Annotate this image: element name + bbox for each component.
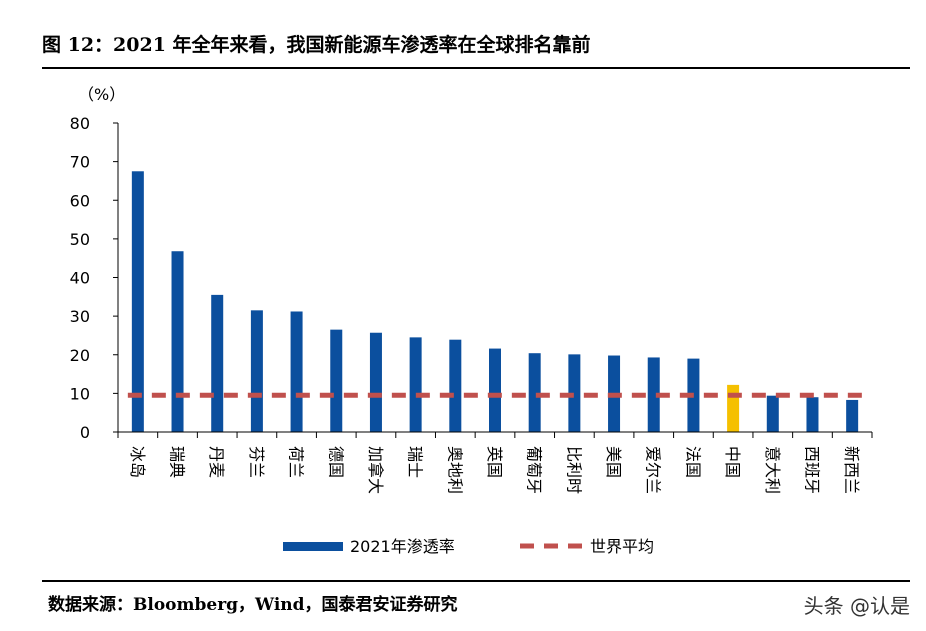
bar-7 [369, 332, 382, 432]
source-note: 数据来源：Bloomberg，Wind，国泰君安证券研究 [48, 595, 458, 615]
bar-9 [449, 339, 462, 432]
x-tick-label: 法国 [683, 446, 702, 478]
x-tick-label: 比利时 [564, 446, 583, 494]
legend: 2021年渗透率 世界平均 [283, 537, 654, 556]
x-tick-label: 意大利 [763, 446, 782, 494]
bar-3 [211, 294, 224, 432]
bars-group [131, 171, 859, 432]
y-tick-label: 50 [70, 230, 90, 249]
x-tick-label: 奥地利 [445, 446, 464, 494]
y-tick-label: 20 [70, 346, 90, 365]
legend-bar-label: 2021年渗透率 [350, 537, 455, 556]
axes [117, 123, 873, 438]
bar-1 [131, 171, 144, 432]
bar-11 [528, 353, 541, 432]
legend-bar-swatch [283, 542, 343, 551]
x-tick-label: 葡萄牙 [525, 446, 544, 494]
bar-16 [727, 384, 740, 432]
bar-18 [806, 397, 819, 432]
bar-12 [568, 354, 581, 432]
bar-4 [250, 310, 263, 432]
bar-2 [171, 251, 184, 432]
legend-line-label: 世界平均 [590, 537, 654, 556]
y-tick-label: 10 [70, 384, 90, 403]
y-tick-label: 80 [70, 114, 90, 133]
title-rule [42, 67, 910, 69]
bar-14 [647, 357, 660, 432]
x-axis-ticks: 冰岛 瑞典 丹麦 芬兰 荷兰 德国 加拿大 瑞士 奥地利 英国 葡萄牙 比利时 美国 爱尔兰 法国 中国 意大利… [128, 446, 861, 494]
y-axis-ticks: 0 10 20 30 40 50 60 70 80 [70, 114, 118, 442]
x-tick-label: 丹麦 [207, 446, 226, 478]
x-tick-label: 爱尔兰 [644, 446, 663, 494]
bar-17 [766, 395, 779, 432]
x-tick-label: 荷兰 [287, 446, 306, 478]
y-tick-label: 70 [70, 153, 90, 172]
bar-5 [290, 311, 303, 432]
bar-19 [846, 399, 859, 432]
x-tick-label: 加拿大 [366, 446, 385, 494]
x-tick-label: 瑞典 [168, 446, 187, 478]
bar-8 [409, 337, 422, 432]
x-tick-label: 英国 [485, 446, 504, 478]
bar-10 [489, 348, 501, 432]
x-tick-label: 德国 [326, 446, 345, 478]
y-unit-label: （%） [78, 85, 125, 104]
y-tick-label: 40 [70, 269, 90, 288]
x-tick-label: 冰岛 [128, 446, 147, 478]
x-tick-label: 芬兰 [247, 446, 266, 478]
bar-chart: （%） 0 10 20 30 40 50 60 70 80 冰岛 瑞典 丹麦 芬兰 荷兰 德国 加拿大 瑞士奥… [70, 85, 873, 556]
bar-6 [330, 329, 343, 432]
x-tick-label: 瑞士 [406, 446, 425, 478]
figure-title: 图 12：2021 年全年来看，我国新能源车渗透率在全球排名靠前 [42, 34, 591, 56]
x-tick-label: 美国 [604, 446, 623, 478]
x-tick-label: 西班牙 [802, 446, 821, 494]
footer-rule [42, 580, 910, 582]
x-tick-label: 中国 [723, 446, 742, 478]
y-tick-label: 60 [70, 191, 90, 210]
y-tick-label: 30 [70, 307, 90, 326]
y-tick-label: 0 [80, 423, 90, 442]
watermark: 头条 @认是 [803, 594, 910, 618]
x-tick-label: 新西兰 [842, 446, 861, 494]
